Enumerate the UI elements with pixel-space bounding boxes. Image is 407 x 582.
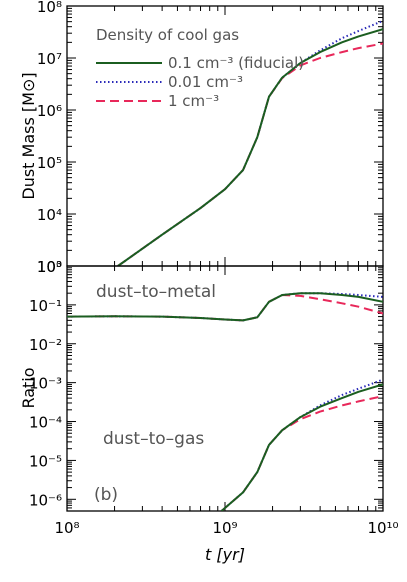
dust-mass-series	[117, 19, 383, 266]
y-tick-label: 10⁷	[37, 50, 62, 68]
dust-mass-panel: 10³ 10⁴ 10⁵ 10⁶ 10⁷ 10⁸ Dust Mass [M⊙] Densit…	[19, 0, 384, 276]
y-tick-label: 10⁵	[37, 154, 62, 172]
annotation-dust-to-metal: dust–to–metal	[96, 282, 216, 302]
panel-label-b: (b)	[94, 485, 118, 505]
legend: Density of cool gas 0.1 cm⁻³ (fiducial) …	[96, 26, 304, 110]
x-axis-title: t [yr]	[205, 545, 245, 564]
ratio-plot-frame	[66, 265, 384, 512]
y-tick-label: 10³	[37, 258, 62, 276]
ratio-panel: 10⁻⁶ 10⁻⁵ 10⁻⁴ 10⁻³ 10⁻² 10⁻¹ 10⁰ 10⁸ 10⁹ 10¹⁰ Ra…	[19, 258, 399, 564]
y-tick-label: 10⁻²	[29, 336, 62, 354]
y-tick-label: 10⁻⁶	[29, 491, 62, 509]
x-tick-label: 10⁸	[54, 519, 79, 537]
series-line-fiducial	[117, 28, 383, 266]
y-tick-label: 10⁻⁴	[29, 414, 62, 432]
series-line-low-dust-to-gas	[220, 378, 383, 511]
y-tick-label: 10⁻³	[29, 375, 62, 393]
ratio-axis-title: Ratio	[19, 367, 38, 408]
annotation-dust-to-gas: dust–to–gas	[103, 429, 204, 449]
y-tick-label: 10⁻⁵	[29, 452, 62, 470]
legend-label-fiducial: 0.1 cm⁻³ (fiducial)	[168, 54, 304, 72]
series-line-high-dust-to-gas	[220, 395, 383, 511]
dust-mass-axis-ticks: 10³ 10⁴ 10⁵ 10⁶ 10⁷ 10⁸	[37, 0, 383, 276]
y-tick-label: 10⁸	[37, 0, 62, 16]
x-tick-label: 10¹⁰	[367, 519, 398, 537]
x-tick-label: 10⁹	[212, 519, 237, 537]
y-tick-label: 10⁴	[37, 206, 62, 224]
series-line-fiducial-dust-to-gas	[220, 383, 383, 511]
series-line-fiducial-dust-to-metal	[67, 292, 383, 322]
dust-mass-axis-title: Dust Mass [M⊙]	[19, 72, 38, 199]
legend-title: Density of cool gas	[96, 26, 239, 44]
legend-label-low: 0.01 cm⁻³	[168, 73, 243, 91]
ratio-axis-ticks: 10⁻⁶ 10⁻⁵ 10⁻⁴ 10⁻³ 10⁻² 10⁻¹ 10⁰ 10⁸ 10⁹ 10¹⁰	[29, 258, 399, 537]
ratio-series	[67, 292, 383, 511]
legend-label-high: 1 cm⁻³	[168, 92, 219, 110]
y-tick-label: 10⁻¹	[29, 297, 62, 315]
y-tick-label: 10⁰	[37, 258, 62, 276]
y-tick-label: 10⁶	[37, 102, 62, 120]
